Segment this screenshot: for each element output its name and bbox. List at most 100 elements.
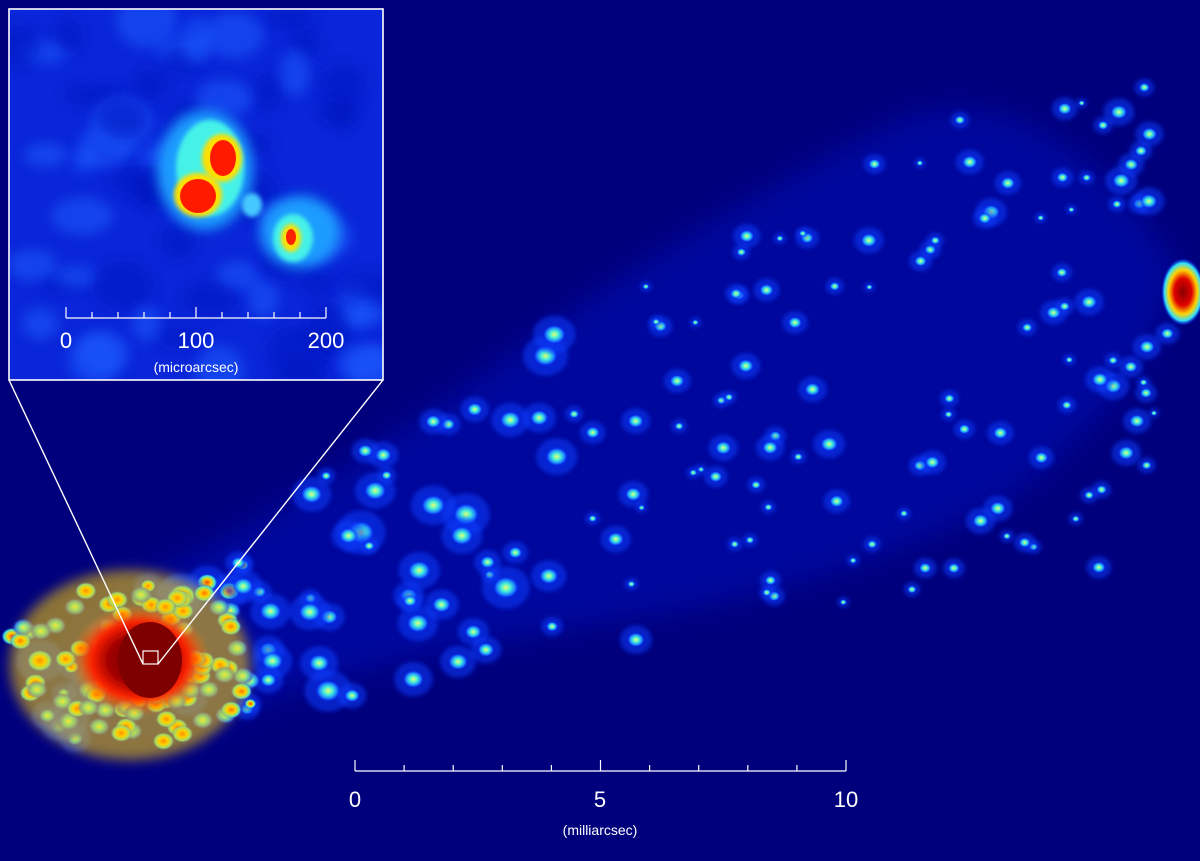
- jet-knot: [1118, 356, 1143, 378]
- jet-knot: [953, 419, 975, 439]
- jet-knot: [359, 537, 379, 555]
- jet-knot: [522, 402, 556, 433]
- jet-knot: [441, 517, 483, 554]
- jet-knot: [585, 511, 601, 526]
- jet-knot: [721, 390, 737, 404]
- inset-tick-label-0: 0: [60, 328, 72, 353]
- jet-knot: [733, 224, 761, 249]
- jet-knot: [909, 251, 932, 272]
- jet-knot: [536, 438, 578, 476]
- jet-knot: [481, 566, 530, 609]
- jet-knot: [773, 232, 787, 245]
- jet-knot: [1136, 376, 1151, 389]
- jet-knot: [973, 207, 997, 229]
- inset-unit-label: (microarcsec): [154, 359, 239, 375]
- jet-knot: [618, 481, 649, 508]
- jet-knot: [790, 449, 807, 464]
- jet-knot: [854, 227, 884, 254]
- jet-knot: [424, 589, 459, 620]
- jet-knot: [994, 171, 1021, 195]
- jet-knot: [837, 596, 850, 608]
- jet-knot: [470, 636, 502, 664]
- main-scale-bar: 0 5 10 (milliarcsec): [349, 760, 858, 838]
- jet-knot: [621, 408, 651, 434]
- jet-knot: [941, 408, 956, 421]
- terminal-hotspot: [1161, 258, 1200, 326]
- jet-knot: [1122, 408, 1151, 434]
- main-unit-label: (milliarcsec): [563, 822, 638, 838]
- main-tick-label-0: 0: [349, 787, 361, 812]
- jet-knot: [1051, 167, 1074, 188]
- jet-knot: [689, 317, 702, 328]
- jet-knot: [1051, 97, 1078, 121]
- jet-knot: [755, 434, 785, 461]
- jet-knot: [663, 368, 691, 393]
- jet-knot: [918, 450, 946, 475]
- jet-knot: [649, 315, 663, 328]
- jet-knot: [1104, 352, 1122, 368]
- jet-knot: [600, 525, 631, 553]
- jet-knot: [1085, 366, 1115, 393]
- jet-knot: [291, 476, 332, 512]
- jet-knot: [331, 520, 366, 552]
- main-tick-label-10: 10: [834, 787, 858, 812]
- jet-knot: [926, 232, 944, 249]
- jet-knot: [1103, 98, 1135, 126]
- jet-knot: [419, 408, 448, 435]
- jet-knot: [491, 402, 530, 437]
- jet-knot: [531, 560, 567, 592]
- jet-knot: [440, 645, 477, 678]
- jet-knot: [708, 434, 738, 461]
- jet-knot: [727, 537, 743, 551]
- jet-knot: [914, 157, 926, 169]
- jet-knot: [742, 533, 758, 547]
- jet-knot: [541, 616, 563, 637]
- jet-knot: [731, 353, 761, 379]
- jet-knot: [846, 554, 860, 567]
- jet-knot: [1155, 323, 1180, 345]
- jet-knot: [863, 282, 875, 293]
- inset-source-components: [157, 110, 340, 268]
- jet-knot: [725, 284, 747, 304]
- jet-knot: [686, 466, 701, 479]
- jet-knot: [782, 311, 808, 334]
- jet-knot: [1051, 263, 1073, 282]
- jet-knot: [1135, 121, 1164, 147]
- jet-knot: [460, 396, 489, 422]
- jet-knot: [863, 154, 886, 174]
- jet-knot: [565, 406, 584, 423]
- jet-knot: [1074, 289, 1104, 316]
- jet-knot: [1068, 512, 1083, 525]
- jet-knot: [1105, 166, 1138, 195]
- jet-knot: [224, 569, 263, 604]
- jet-knot: [1133, 187, 1165, 216]
- jet-knot: [761, 500, 776, 514]
- jet-knot: [823, 489, 850, 513]
- jet-knot: [1086, 556, 1112, 579]
- jet-knot: [1034, 212, 1047, 224]
- jet-knot: [903, 582, 921, 597]
- inset-scale-bar: 0 100 200 (microarcsec): [60, 307, 344, 375]
- jet-knot: [619, 625, 652, 654]
- inset-border: [8, 8, 384, 381]
- main-tick-label-5: 5: [594, 787, 606, 812]
- jet-knot: [377, 466, 397, 484]
- jet-knot: [796, 227, 810, 240]
- jet-knot: [337, 682, 367, 709]
- jet-knot: [410, 485, 456, 526]
- inset-panel: 0 100 200 (microarcsec): [8, 8, 384, 381]
- jet-knot: [502, 541, 528, 564]
- jet-knot: [1017, 319, 1037, 336]
- jet-knot: [533, 315, 576, 354]
- jet-knot: [965, 507, 996, 534]
- jet-knot: [1080, 487, 1098, 503]
- jet-knot: [289, 593, 331, 631]
- jet-knot: [579, 421, 606, 444]
- jet-knot: [1132, 334, 1162, 360]
- jet-knot: [397, 589, 423, 613]
- jet-knot: [1135, 383, 1157, 403]
- jet-knot: [747, 477, 765, 493]
- jet-knot: [955, 149, 984, 175]
- jet-knot: [732, 244, 750, 260]
